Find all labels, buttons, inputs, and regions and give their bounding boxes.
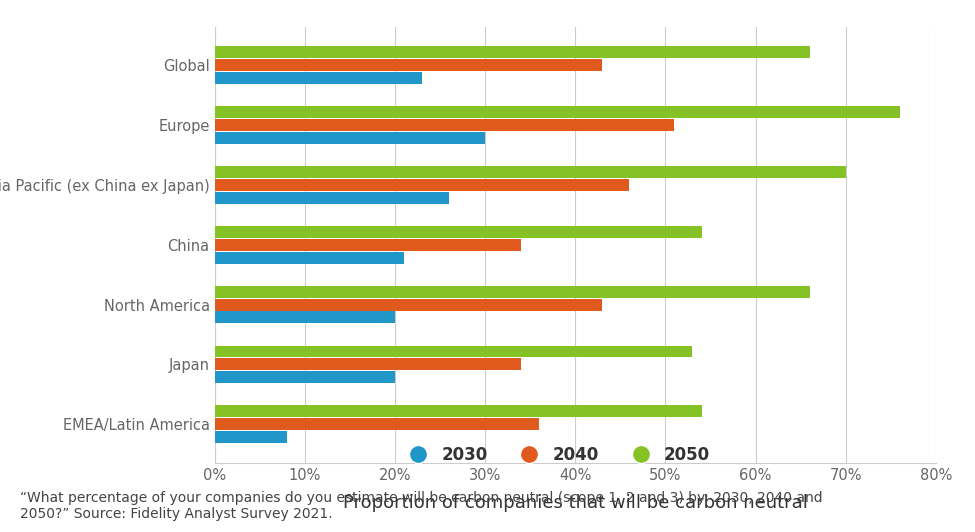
Bar	[214, 371, 395, 383]
Bar	[214, 431, 287, 443]
Legend: 2030, 2040, 2050: 2030, 2040, 2050	[395, 439, 717, 470]
Bar	[214, 226, 702, 238]
Bar	[214, 192, 448, 204]
Bar	[214, 252, 404, 263]
X-axis label: Proportion of companies that will be carbon neutral: Proportion of companies that will be car…	[343, 494, 807, 512]
Bar	[214, 298, 603, 311]
Bar	[214, 119, 675, 131]
Bar	[214, 46, 809, 59]
Bar	[214, 166, 846, 178]
Bar	[214, 359, 522, 370]
Bar	[214, 72, 422, 84]
Text: “What percentage of your companies do you estimate will be carbon neutral (scope: “What percentage of your companies do yo…	[20, 491, 822, 521]
Bar	[214, 106, 900, 118]
Bar	[214, 132, 486, 144]
Bar	[214, 311, 395, 323]
Bar	[214, 286, 809, 298]
Bar	[214, 405, 702, 417]
Bar	[214, 345, 692, 358]
Bar	[214, 59, 603, 71]
Bar	[214, 418, 539, 430]
Bar	[214, 239, 522, 251]
Bar	[214, 179, 630, 191]
